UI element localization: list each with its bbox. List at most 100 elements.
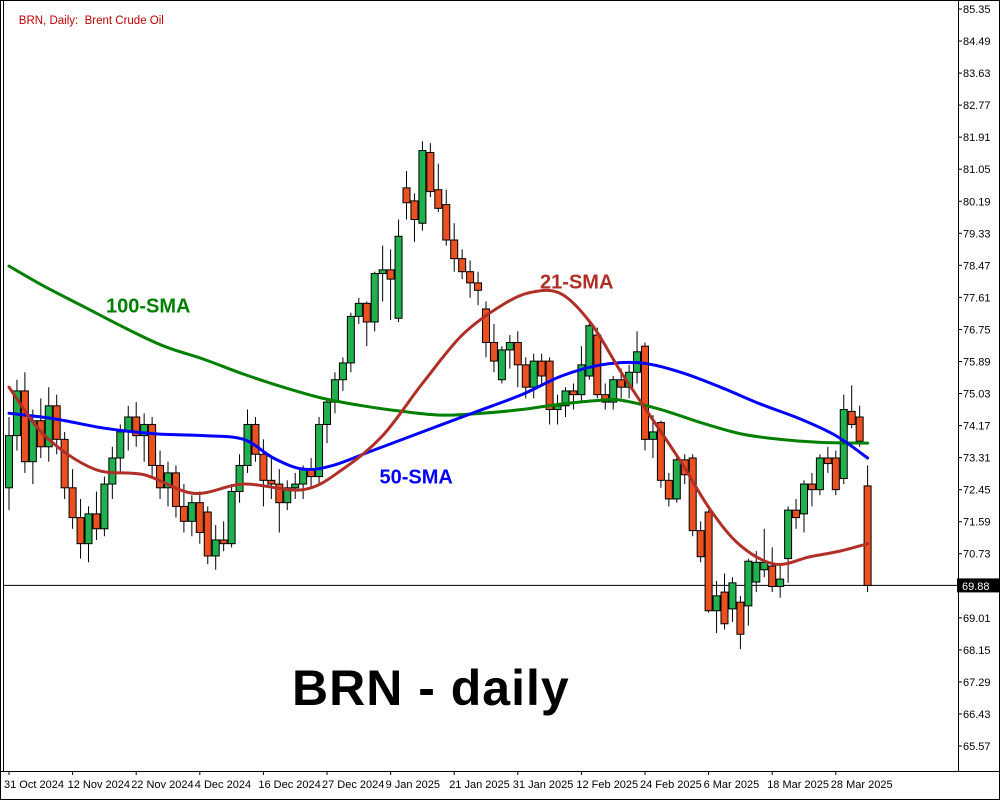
current-price-label: 69.88: [957, 578, 999, 593]
time-tick-label: 28 Mar 2025: [831, 779, 893, 791]
candle-body: [466, 271, 475, 284]
candle-body: [179, 505, 188, 522]
time-tick-label: 27 Dec 2024: [322, 779, 384, 791]
candle-body: [315, 423, 324, 478]
price-tick-label: 84.49: [963, 36, 991, 48]
candle-body: [291, 483, 300, 489]
candle-body: [569, 390, 578, 396]
candle-body: [362, 302, 371, 323]
price-tick-label: 79.33: [963, 228, 991, 240]
candle-body: [489, 341, 498, 362]
candle-body: [140, 423, 149, 437]
candle-body: [696, 530, 705, 558]
time-tick-label: 12 Feb 2025: [576, 779, 638, 791]
time-tick-label: 31 Jan 2025: [513, 779, 574, 791]
candle-body: [187, 502, 196, 522]
price-tick-label: 68.15: [963, 645, 991, 657]
50-sma-line: [7, 360, 870, 472]
candle-body: [20, 390, 29, 463]
candle-body: [402, 187, 411, 204]
symbol-watermark: BRN - daily: [292, 660, 570, 716]
candle-body: [482, 308, 490, 343]
time-tick-label: 22 Nov 2024: [131, 779, 193, 791]
candle-body: [497, 349, 506, 381]
price-tick-label: 81.05: [963, 164, 991, 176]
candle-body: [227, 491, 236, 545]
price-tick-label: 81.91: [963, 132, 991, 144]
candle-body: [299, 468, 308, 485]
candle-body: [553, 405, 562, 411]
candle-body: [807, 483, 816, 491]
chart-title: BRN, Daily: Brent Crude Oil: [6, 3, 164, 39]
candle-body: [672, 459, 681, 500]
price-tick-label: 78.47: [963, 260, 991, 272]
50-sma-label: 50-SMA: [379, 466, 452, 488]
candle-body: [617, 379, 626, 388]
candle-body: [386, 269, 395, 280]
price-tick-label: 74.17: [963, 421, 991, 433]
candle-body: [100, 483, 109, 530]
candle-body: [354, 302, 363, 317]
candles-series: [5, 141, 872, 650]
candle-body: [5, 435, 13, 489]
price-tick-label: 75.03: [963, 389, 991, 401]
price-tick-label: 70.73: [963, 549, 991, 561]
time-tick-label: 18 Mar 2025: [767, 779, 829, 791]
time-tick-label: 9 Jan 2025: [386, 779, 440, 791]
candle-body: [60, 438, 69, 489]
candle-body: [267, 479, 276, 485]
price-tick-label: 69.01: [963, 613, 991, 625]
price-tick-label: 72.45: [963, 485, 991, 497]
candle-body: [164, 472, 172, 489]
candle-body: [474, 282, 483, 291]
candle-body: [458, 258, 467, 273]
candle-body: [768, 565, 777, 588]
price-tick-label: 75.89: [963, 356, 991, 368]
price-tick-label: 73.31: [963, 453, 991, 465]
21-sma-line: [7, 288, 870, 566]
candle-body: [585, 325, 594, 377]
candle-body: [545, 360, 554, 411]
price-tick-label: 65.57: [963, 741, 991, 753]
candle-body: [52, 405, 61, 440]
candle-body: [656, 422, 665, 481]
chart-title-text: BRN, Daily: Brent Crude Oil: [18, 15, 164, 27]
price-tick-label: 77.61: [963, 292, 991, 304]
candle-body: [330, 379, 339, 403]
100-sma-label: 100-SMA: [106, 296, 190, 318]
price-tick-label: 83.63: [963, 68, 991, 80]
time-tick-label: 16 Dec 2024: [258, 779, 320, 791]
candle-body: [418, 150, 427, 224]
current-price-text: 69.88: [962, 581, 990, 593]
candle-body: [394, 235, 403, 319]
candle-body: [275, 483, 284, 504]
candle-body: [792, 509, 801, 519]
candle-body: [664, 479, 673, 500]
price-tick-label: 67.29: [963, 677, 991, 689]
candle-body: [744, 560, 753, 607]
candle-body: [537, 360, 546, 377]
candle-body: [132, 416, 141, 437]
candle-body: [577, 364, 586, 396]
candle-body: [815, 457, 824, 491]
time-tick-label: 4 Dec 2024: [195, 779, 251, 791]
candle-body: [648, 431, 657, 440]
candle-body: [156, 464, 165, 489]
price-tick-label: 76.75: [963, 324, 991, 336]
candle-body: [823, 457, 832, 465]
candle-body: [235, 464, 244, 493]
candle-body: [323, 401, 331, 425]
candle-body: [92, 513, 101, 530]
candle-body: [219, 539, 228, 545]
candle-body: [784, 509, 793, 560]
candle-body: [370, 273, 379, 323]
candle-body: [505, 341, 514, 351]
candle-body: [410, 200, 419, 221]
candle-body: [283, 487, 292, 504]
candle-body: [561, 390, 570, 407]
candle-body: [338, 362, 347, 381]
100-sma-line: [7, 264, 870, 445]
candle-body: [434, 189, 443, 209]
